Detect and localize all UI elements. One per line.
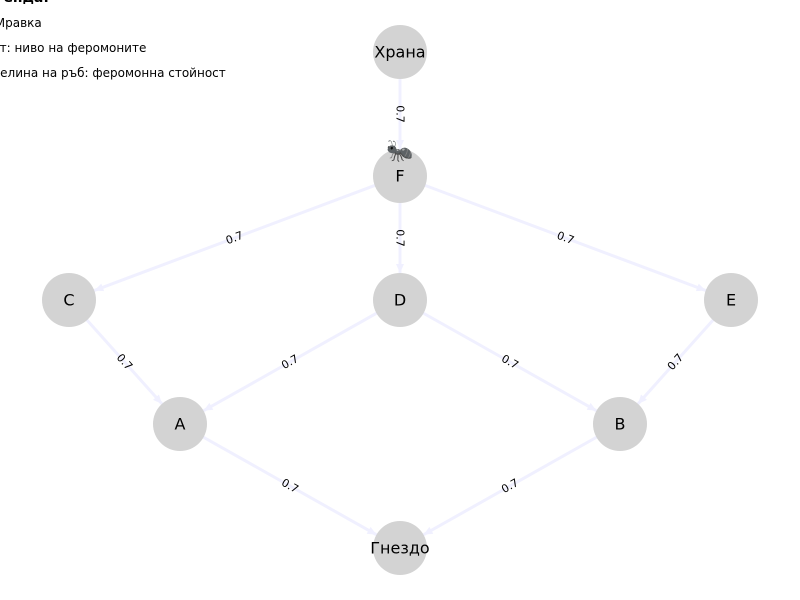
edge-A-nest: [179, 422, 401, 550]
node-C: [42, 273, 96, 327]
legend-item-thickness: Дебелина на ръб: феромонна стойност: [0, 66, 226, 80]
node-label-B: B: [615, 415, 626, 434]
edge-F-E: [399, 174, 732, 302]
node-label-C: C: [63, 291, 74, 310]
edge-arrow-E-B: [638, 394, 647, 404]
edge-arrow-D-A: [203, 402, 214, 411]
legend-item-ant: 🐜 Мравка: [0, 16, 42, 30]
edge-D-B: [399, 298, 621, 426]
legend: Легенда: 🐜 Мравка Цвят: ниво на феромони…: [0, 0, 230, 90]
legend-title: Легенда:: [0, 0, 49, 6]
edge-arrow-F-D: [396, 264, 404, 273]
edge-arrow-food-F: [396, 140, 404, 149]
edge-label-A-nest: 0.7: [279, 476, 301, 496]
legend-item-color: Цвят: ниво на феромоните: [0, 41, 147, 55]
edge-arrow-F-E: [695, 283, 706, 292]
edge-arrow-A-nest: [366, 526, 377, 535]
edge-arrow-F-C: [94, 283, 105, 292]
edge-label-food-F: 0.7: [394, 105, 407, 123]
edge-label-F-E: 0.7: [555, 229, 576, 247]
edge-label-D-B: 0.7: [499, 352, 521, 372]
edge-label-B-nest: 0.7: [499, 476, 521, 496]
node-label-F: F: [395, 167, 404, 186]
nodes-layer: Храна F C D E A B Гнездо: [42, 25, 758, 575]
edge-labels-layer: 0.70.7 0.7 0.70.7 0.7 0.7 0.70.7 0.7: [114, 105, 686, 496]
node-label-A: A: [175, 415, 186, 434]
edge-F-C: [68, 174, 401, 302]
node-B: [593, 397, 647, 451]
node-label-D: D: [394, 291, 406, 310]
edge-label-F-C: 0.7: [224, 229, 245, 247]
ant-icon: 🐜: [386, 139, 413, 164]
edge-B-nest: [399, 422, 621, 550]
edge-arrow-B-nest: [423, 526, 434, 535]
edge-arrow-C-A: [153, 394, 162, 404]
node-label-E: E: [726, 291, 736, 310]
node-label-food: Храна: [374, 43, 425, 62]
edge-label-F-D: 0.7: [394, 229, 407, 247]
edge-arrow-D-B: [586, 402, 597, 411]
node-D: [373, 273, 427, 327]
edge-label-D-A: 0.7: [279, 352, 301, 372]
node-food: [373, 25, 427, 79]
node-label-nest: Гнездо: [370, 539, 429, 558]
node-A: [153, 397, 207, 451]
edge-D-A: [179, 298, 401, 426]
node-E: [704, 273, 758, 327]
node-F: [373, 149, 427, 203]
node-nest: [373, 521, 427, 575]
